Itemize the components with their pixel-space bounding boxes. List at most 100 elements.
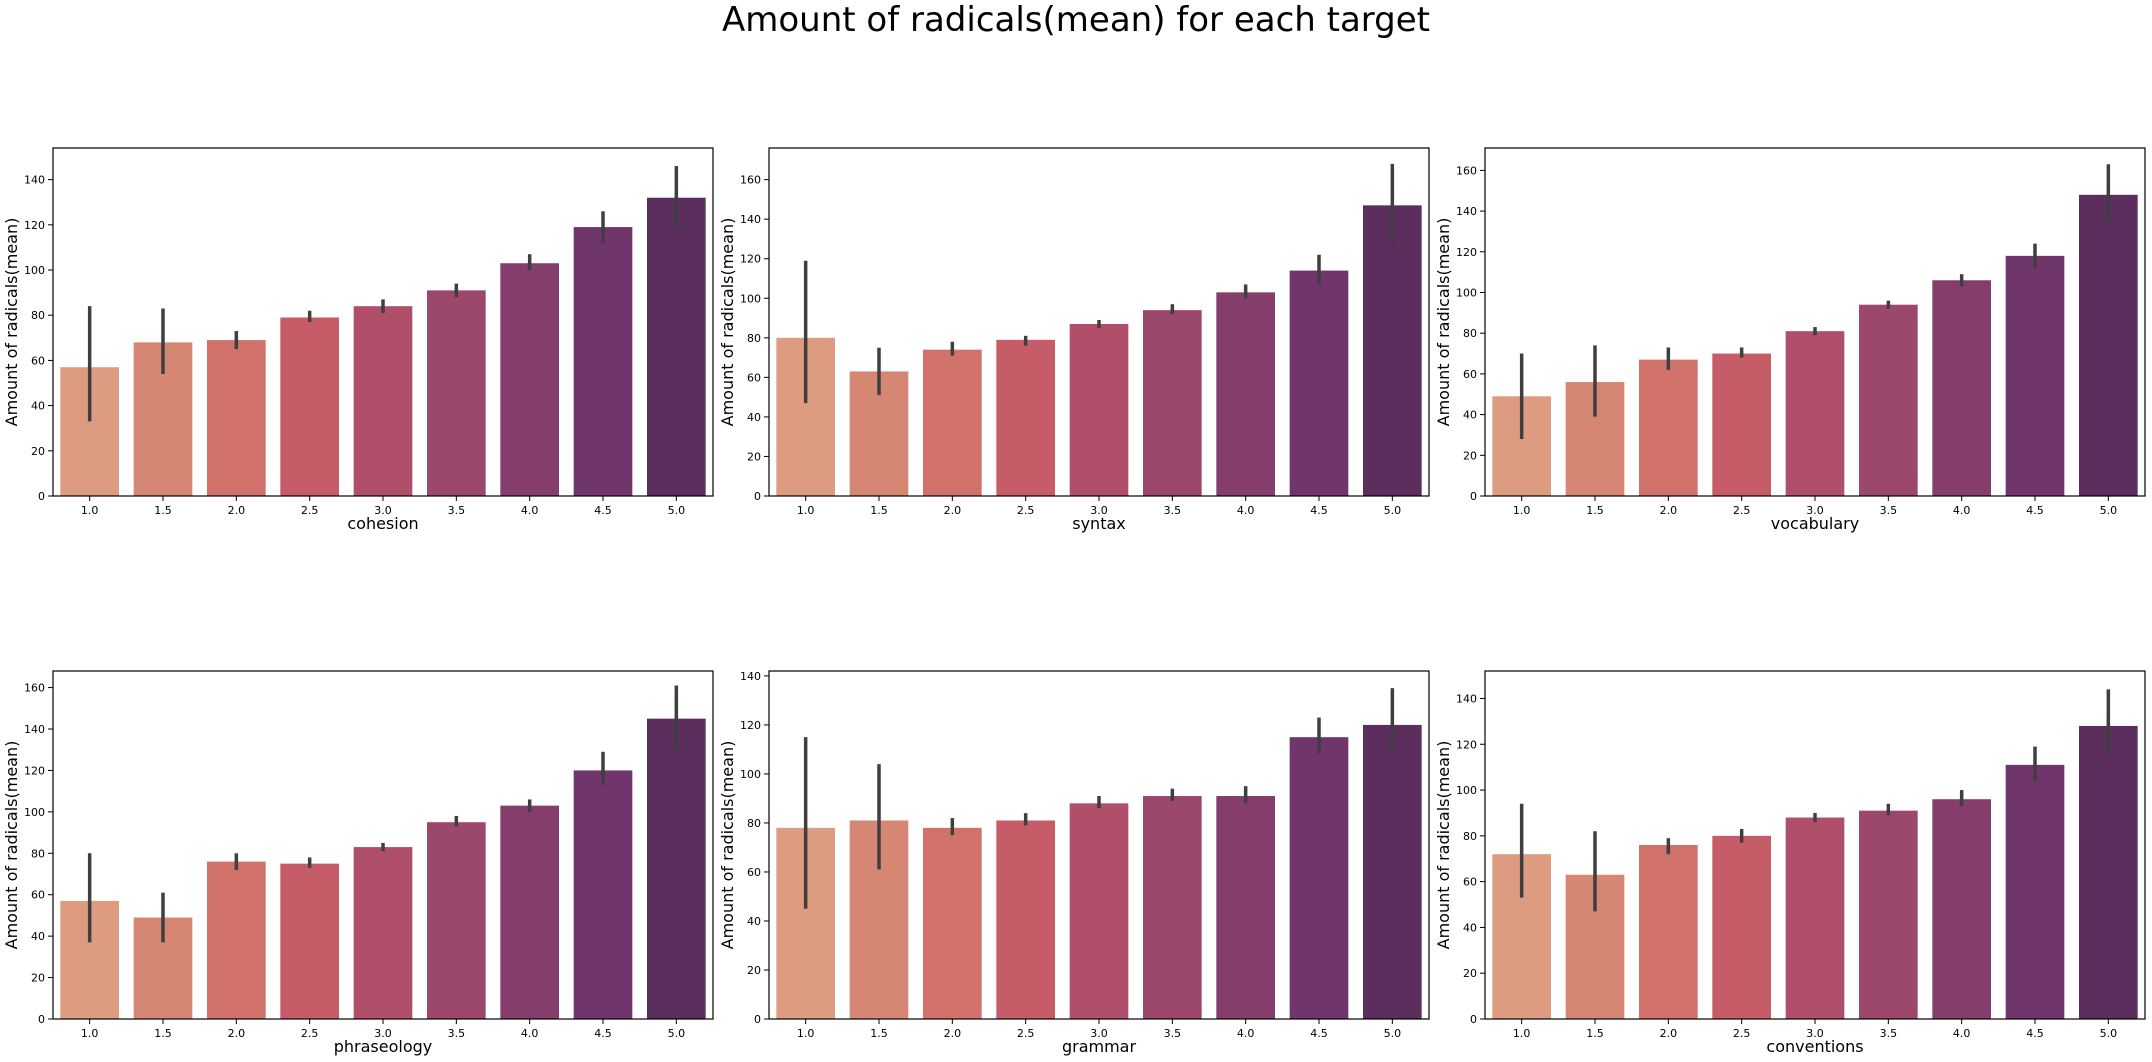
x-tick-label: 4.0 [1953, 1027, 1971, 1040]
x-tick-label: 3.0 [1090, 504, 1108, 517]
y-axis-label: Amount of radicals(mean) [1434, 741, 1453, 950]
x-axis-label: conventions [1766, 1037, 1863, 1056]
bar-grammar-5.0 [1363, 724, 1422, 1019]
x-tick-label: 1.0 [81, 1027, 99, 1040]
y-tick-label: 120 [24, 764, 45, 777]
x-tick-label: 1.0 [1513, 1027, 1531, 1040]
x-tick-label: 3.5 [1164, 504, 1182, 517]
y-tick-label: 20 [747, 450, 761, 463]
y-tick-label: 100 [740, 768, 761, 781]
y-tick-label: 100 [740, 292, 761, 305]
x-tick-label: 1.5 [870, 504, 888, 517]
x-axis-label: syntax [1072, 514, 1126, 533]
bar-grammar-3.5 [1143, 795, 1202, 1019]
bar-grammar-3.0 [1069, 803, 1129, 1019]
bar-phraseology-4.0 [500, 805, 559, 1019]
x-tick-label: 5.0 [2100, 1027, 2118, 1040]
x-tick-label: 1.5 [154, 504, 172, 517]
y-tick-label: 160 [1456, 164, 1477, 177]
y-tick-label: 140 [1456, 205, 1477, 218]
x-tick-label: 2.5 [301, 504, 319, 517]
y-tick-label: 60 [31, 354, 45, 367]
x-tick-label: 4.5 [594, 504, 612, 517]
x-tick-label: 4.5 [1310, 504, 1328, 517]
x-tick-label: 2.5 [1017, 504, 1035, 517]
y-tick-label: 80 [1463, 327, 1477, 340]
y-tick-label: 140 [740, 213, 761, 226]
bar-cohesion-2.0 [207, 340, 266, 496]
bar-vocabulary-2.0 [1639, 359, 1698, 496]
y-tick-label: 60 [1463, 876, 1477, 889]
x-tick-label: 2.0 [1660, 504, 1678, 517]
y-tick-label: 20 [1463, 449, 1477, 462]
bar-conventions-3.0 [1785, 817, 1845, 1019]
x-tick-label: 5.0 [668, 1027, 686, 1040]
x-tick-label: 2.5 [301, 1027, 319, 1040]
x-tick-label: 3.0 [374, 1027, 392, 1040]
x-tick-label: 3.5 [448, 1027, 466, 1040]
x-tick-label: 4.0 [1237, 504, 1255, 517]
x-tick-label: 1.5 [1586, 504, 1604, 517]
y-tick-label: 120 [740, 253, 761, 266]
bar-conventions-2.0 [1639, 845, 1698, 1019]
chart-panel-syntax: 0 20 40 60 80 100 120 140 160 1.0 1.5 2.0 2.5 3.0 3.5 4… [718, 147, 1430, 533]
bar-vocabulary-5.0 [2079, 194, 2138, 497]
x-tick-label: 5.0 [2100, 504, 2118, 517]
chart-panel-grammar: 0 20 40 60 80 100 120 140 1.0 1.5 2.0 2.5 3.0 3.5 4.0 4… [718, 670, 1430, 1056]
x-axis-label: cohesion [347, 514, 418, 533]
x-tick-label: 3.0 [1090, 1027, 1108, 1040]
bar-conventions-4.5 [2005, 764, 2065, 1019]
bar-vocabulary-2.5 [1712, 353, 1771, 496]
y-tick-label: 120 [24, 219, 45, 232]
bar-conventions-3.5 [1859, 810, 1918, 1019]
x-tick-label: 3.5 [1164, 1027, 1182, 1040]
y-tick-label: 80 [31, 847, 45, 860]
x-tick-label: 4.0 [1237, 1027, 1255, 1040]
y-tick-label: 20 [31, 972, 45, 985]
y-tick-label: 40 [747, 915, 761, 928]
bar-phraseology-4.5 [573, 770, 633, 1019]
y-tick-label: 140 [1456, 692, 1477, 705]
y-tick-label: 100 [1456, 286, 1477, 299]
y-tick-label: 60 [747, 866, 761, 879]
x-tick-label: 2.0 [944, 1027, 962, 1040]
bar-grammar-4.0 [1216, 795, 1275, 1019]
y-tick-label: 140 [740, 670, 761, 683]
bar-syntax-4.5 [1289, 270, 1349, 496]
y-tick-label: 20 [31, 445, 45, 458]
chart-panel-vocabulary: 0 20 40 60 80 100 120 140 160 1.0 1.5 2.0 2.5 3.0 3.5 4… [1434, 147, 2146, 533]
y-tick-label: 20 [1463, 967, 1477, 980]
x-axis-label: grammar [1062, 1037, 1137, 1056]
bar-cohesion-3.0 [353, 306, 413, 496]
y-axis-label: Amount of radicals(mean) [2, 741, 21, 950]
y-tick-label: 0 [754, 490, 761, 503]
y-tick-label: 120 [1456, 246, 1477, 259]
bar-grammar-2.5 [996, 820, 1055, 1019]
x-tick-label: 4.5 [2026, 504, 2044, 517]
x-tick-label: 3.5 [1880, 1027, 1898, 1040]
x-tick-label: 5.0 [668, 504, 686, 517]
y-tick-label: 40 [1463, 921, 1477, 934]
bar-cohesion-2.5 [280, 317, 339, 496]
y-tick-label: 0 [1470, 490, 1477, 503]
bar-conventions-4.0 [1932, 799, 1991, 1019]
y-tick-label: 140 [24, 723, 45, 736]
bar-syntax-5.0 [1363, 205, 1422, 496]
chart-panel-cohesion: 0 20 40 60 80 100 120 140 1.0 1.5 2.0 2.5 3.0 3.5 4.0 4… [2, 147, 714, 533]
bar-phraseology-2.5 [280, 863, 339, 1019]
bar-vocabulary-3.0 [1785, 331, 1845, 496]
x-tick-label: 1.0 [797, 1027, 815, 1040]
y-tick-label: 20 [747, 964, 761, 977]
bar-syntax-4.0 [1216, 292, 1275, 496]
x-axis-label: phraseology [334, 1037, 433, 1056]
x-tick-label: 1.0 [797, 504, 815, 517]
x-tick-label: 4.0 [521, 1027, 539, 1040]
x-tick-label: 3.0 [374, 504, 392, 517]
x-tick-label: 4.5 [2026, 1027, 2044, 1040]
y-tick-label: 140 [24, 174, 45, 187]
x-tick-label: 2.0 [228, 504, 246, 517]
y-axis-label: Amount of radicals(mean) [718, 218, 737, 427]
x-tick-label: 2.0 [228, 1027, 246, 1040]
